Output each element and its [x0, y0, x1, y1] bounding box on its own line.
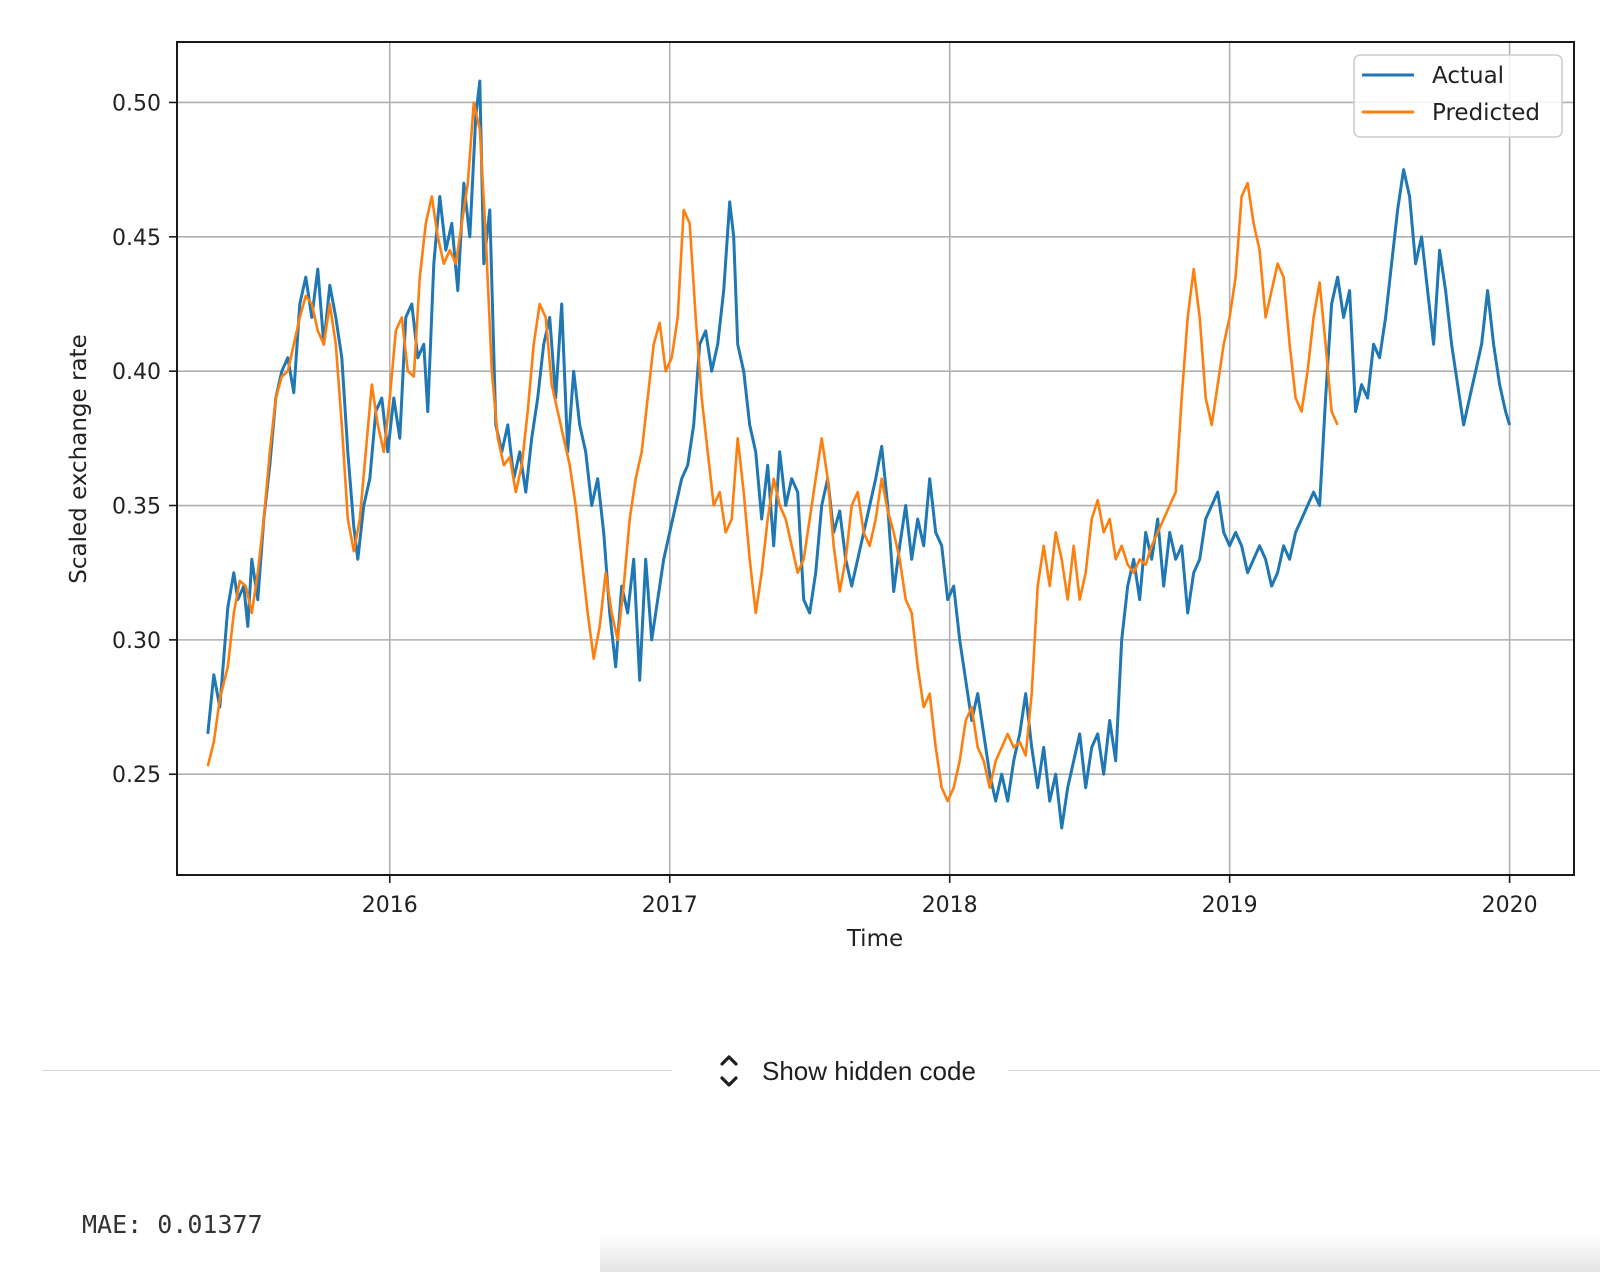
- legend-label-actual: Actual: [1432, 63, 1504, 89]
- y-axis-label: Scaled exchange rate: [66, 334, 92, 583]
- grid-lines: [177, 42, 1574, 875]
- plot-frame: [176, 41, 1575, 876]
- series-layer: [206, 79, 1512, 830]
- legend-label-predicted: Predicted: [1432, 100, 1540, 126]
- series-line-actual: [206, 79, 1512, 830]
- show-hidden-code-button[interactable]: Show hidden code: [706, 1050, 986, 1092]
- axis-ticks: 2016 2017 2018 2019 2020 0.25 0.30 0.35 0.40 0.45…: [112, 91, 1538, 918]
- x-tick-label: 2016: [362, 893, 418, 918]
- x-tick-label: 2019: [1202, 893, 1258, 918]
- line-chart: 2016 2017 2018 2019 2020 0.25 0.30 0.35 0.40 0.45…: [66, 41, 1575, 952]
- divider-right: [1008, 1070, 1600, 1071]
- series-line-predicted: [206, 101, 1339, 803]
- bottom-shadow: [600, 1235, 1600, 1272]
- x-tick-label: 2017: [642, 893, 698, 918]
- x-tick-label: 2020: [1482, 893, 1538, 918]
- y-tick-label: 0.40: [112, 360, 161, 385]
- divider-left: [42, 1070, 672, 1071]
- x-axis-label: Time: [846, 926, 903, 952]
- plot-area-background: [177, 42, 1574, 875]
- chart-legend: Actual Predicted: [1353, 54, 1563, 138]
- mae-output-text: MAE: 0.01377: [82, 1210, 263, 1239]
- expand-collapse-chevrons-icon: [720, 1055, 738, 1087]
- y-tick-label: 0.25: [112, 763, 161, 788]
- x-tick-label: 2018: [922, 893, 978, 918]
- show-hidden-code-label: Show hidden code: [762, 1055, 976, 1086]
- y-tick-label: 0.45: [112, 226, 161, 251]
- y-tick-label: 0.50: [112, 91, 161, 116]
- y-tick-label: 0.30: [112, 629, 161, 654]
- chart-output: 2016 2017 2018 2019 2020 0.25 0.30 0.35 0.40 0.45…: [66, 41, 1575, 952]
- y-tick-label: 0.35: [112, 495, 161, 520]
- hidden-code-row: Show hidden code: [0, 1040, 1600, 1100]
